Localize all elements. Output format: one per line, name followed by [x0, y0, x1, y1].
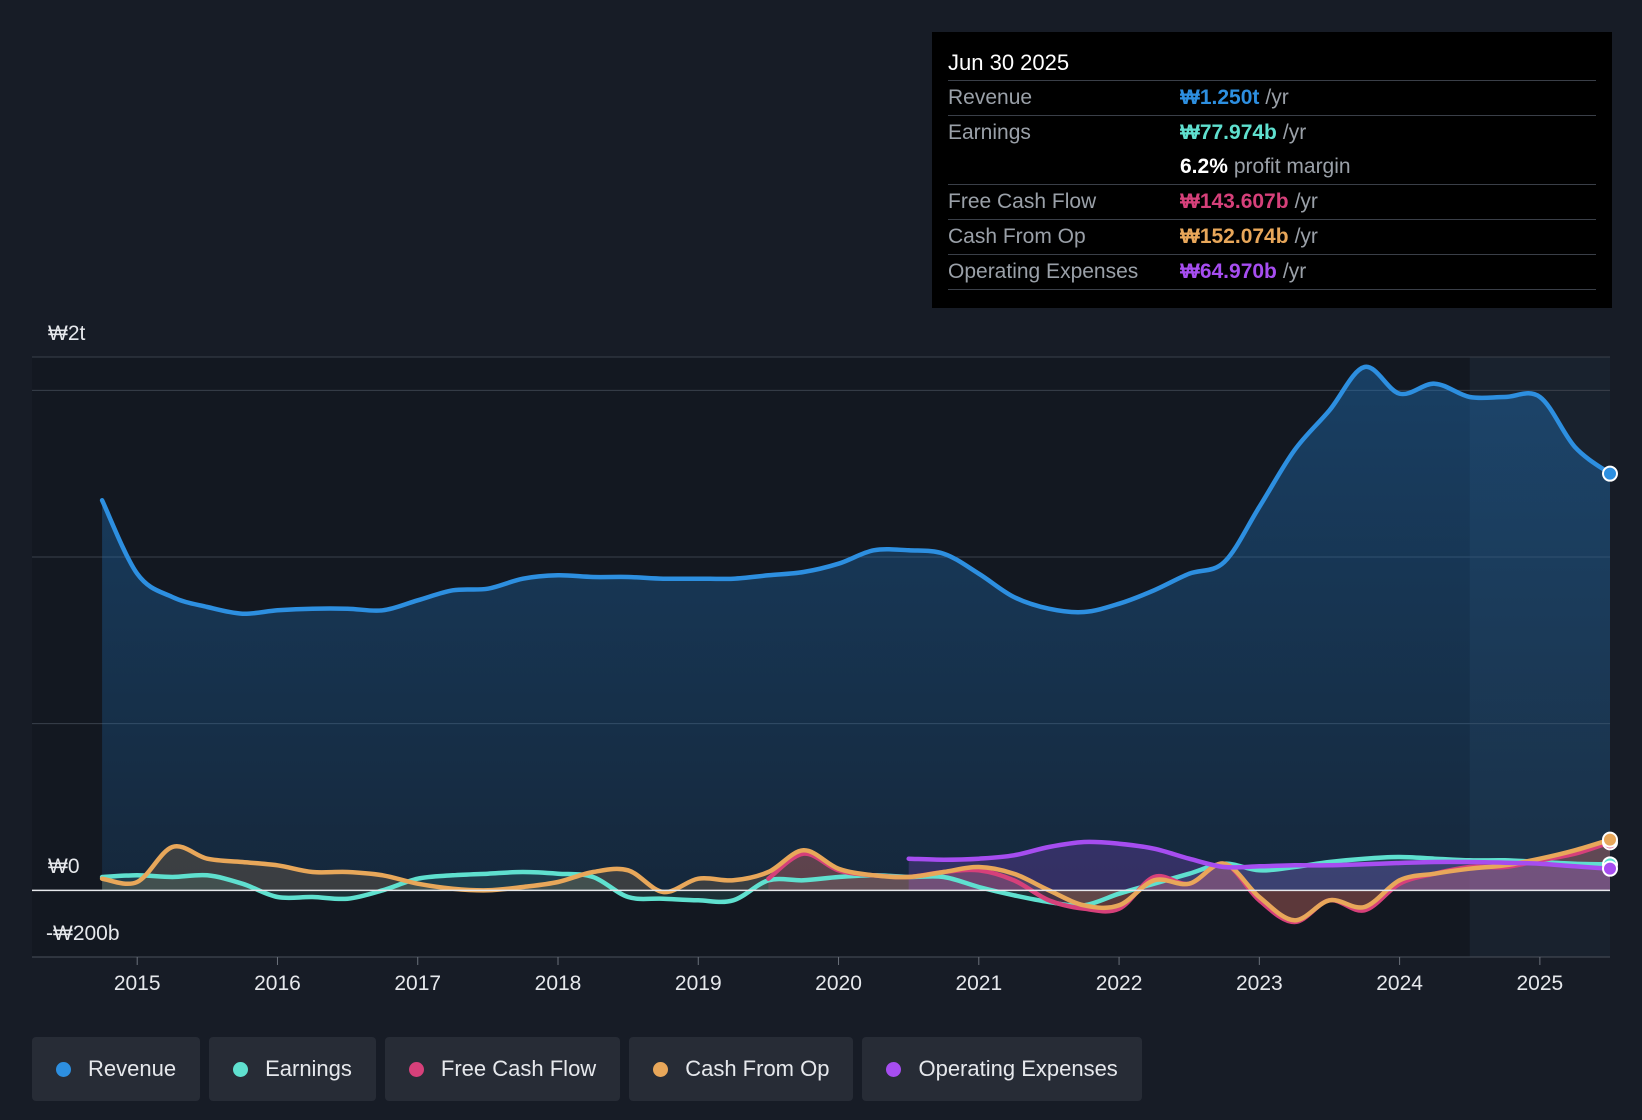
tooltip-unit: /yr [1282, 121, 1307, 144]
revenue-line [99, 364, 1613, 616]
y-label-bottom: -₩200b [46, 922, 120, 945]
x-tick-label: 2015 [114, 972, 161, 995]
free-cash-flow-area [768, 842, 1610, 922]
tooltip-value: ₩143.607b [1180, 190, 1289, 213]
tooltip-row-free-cash-flow: Free Cash Flow ₩143.607b /yr [948, 185, 1596, 220]
tooltip-label: Operating Expenses [948, 260, 1139, 283]
legend: Revenue Earnings Free Cash Flow Cash Fro… [32, 1037, 1151, 1101]
y-label-zero: ₩0 [48, 855, 80, 878]
x-tick-label: 2019 [675, 972, 722, 995]
revenue-area [102, 366, 1611, 891]
cash-from-op-endpoint [1602, 831, 1618, 848]
x-tick-label: 2017 [394, 972, 441, 995]
legend-label: Operating Expenses [918, 1056, 1118, 1081]
operating-expenses-line [906, 839, 1613, 871]
tooltip-label: Cash From Op [948, 225, 1086, 248]
y-label-top: ₩2t [48, 322, 86, 345]
tooltip-unit: profit margin [1233, 155, 1351, 178]
legend-dot-icon [408, 1061, 424, 1077]
operating-expenses-endpoint [1602, 860, 1618, 877]
tooltip-row-earnings: Earnings ₩77.974b /yr [948, 116, 1596, 150]
tooltip-row-revenue: Revenue ₩1.250t /yr [948, 81, 1596, 116]
legend-dot-icon [56, 1061, 71, 1077]
tooltip-label: Revenue [948, 86, 1033, 109]
legend-item-cash-from-op[interactable]: Cash From Op [629, 1037, 854, 1101]
tooltip-row-cash-from-op: Cash From Op ₩152.074b /yr [948, 220, 1596, 255]
x-tick-label: 2021 [955, 972, 1002, 995]
legend-dot-icon [233, 1061, 249, 1077]
x-tick-label: 2023 [1236, 972, 1283, 995]
legend-item-operating-expenses[interactable]: Operating Expenses [862, 1037, 1142, 1101]
operating-expenses-area [908, 841, 1610, 891]
tooltip-label: Free Cash Flow [948, 190, 1097, 213]
x-axis-ticks: 2015 2016 2017 2018 2019 2020 2021 2022 2023 2024… [114, 957, 1563, 995]
legend-label: Earnings [265, 1056, 352, 1081]
cash-from-op-line [99, 837, 1613, 923]
tooltip-unit: /yr [1294, 190, 1318, 213]
legend-label: Revenue [88, 1056, 177, 1081]
tooltip-label: Earnings [948, 121, 1031, 144]
tooltip-value: ₩1.250t [1180, 86, 1260, 109]
tooltip-row-profit-margin: 6.2% profit margin [948, 150, 1596, 185]
legend-item-earnings[interactable]: Earnings [209, 1037, 376, 1101]
legend-label: Cash From Op [685, 1056, 830, 1081]
legend-dot-icon [653, 1061, 669, 1077]
legend-item-revenue[interactable]: Revenue [32, 1037, 201, 1101]
series-endpoints [1602, 465, 1618, 877]
x-tick-label: 2024 [1376, 972, 1423, 995]
x-tick-label: 2016 [254, 972, 301, 995]
tooltip-value: ₩77.974b [1180, 121, 1277, 144]
tooltip-unit: /yr [1265, 86, 1289, 109]
tooltip-row-operating-expenses: Operating Expenses ₩64.970b /yr [948, 255, 1596, 290]
legend-item-free-cash-flow[interactable]: Free Cash Flow [384, 1037, 621, 1101]
tooltip-unit: /yr [1282, 260, 1307, 283]
revenue-endpoint [1602, 465, 1618, 482]
x-tick-label: 2020 [815, 972, 862, 995]
tooltip-value: ₩152.074b [1180, 225, 1289, 248]
tooltip-value: ₩64.970b [1180, 260, 1277, 283]
x-tick-label: 2018 [535, 972, 582, 995]
series-lines [99, 364, 1613, 925]
cash-from-op-area [102, 839, 1611, 921]
legend-label: Free Cash Flow [440, 1056, 597, 1081]
x-tick-label: 2022 [1096, 972, 1143, 995]
tooltip-date: Jun 30 2025 [948, 46, 1596, 81]
legend-dot-icon [886, 1061, 902, 1077]
hover-tooltip: Jun 30 2025 Revenue ₩1.250t /yr Earnings… [932, 32, 1612, 308]
tooltip-value: 6.2% [1180, 155, 1228, 178]
x-tick-label: 2025 [1517, 972, 1564, 995]
tooltip-unit: /yr [1294, 225, 1318, 248]
